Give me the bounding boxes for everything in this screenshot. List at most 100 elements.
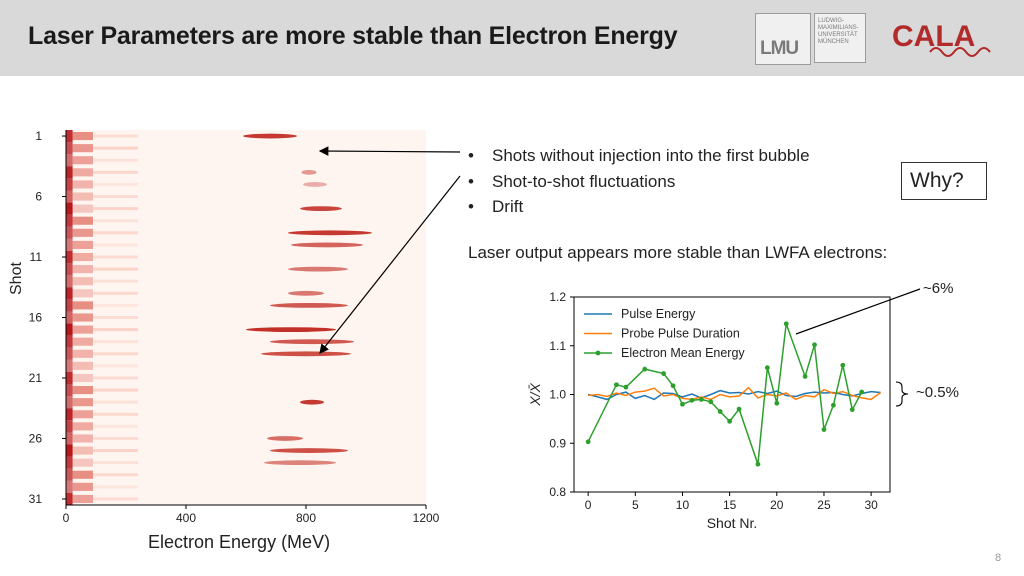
low-energy-tail (72, 313, 93, 322)
mid-energy-tail (93, 255, 138, 259)
line-chart-x-tick-label: 15 (723, 498, 737, 512)
series-marker (698, 396, 704, 402)
series-line (587, 323, 863, 465)
series-marker (614, 382, 619, 388)
mid-energy-tail (93, 146, 138, 150)
heatmap-x-label: Electron Energy (MeV) (148, 532, 331, 552)
low-energy-band (66, 154, 73, 167)
low-energy-band (66, 311, 73, 324)
line-chart-x-tick-label: 10 (676, 498, 690, 512)
line-chart-x-tick-label: 5 (632, 498, 639, 512)
line-chart-x-tick-label: 25 (817, 498, 831, 512)
line-chart-y-tick-label: 0.8 (549, 485, 566, 499)
low-energy-band (66, 408, 73, 421)
low-energy-tail (72, 265, 93, 274)
mid-energy-tail (93, 279, 138, 283)
heatmap-y-tick-label: 11 (30, 250, 43, 264)
page-number: 8 (995, 552, 1002, 564)
series-marker (661, 371, 667, 376)
line-chart-legend: Pulse Energy Probe Pulse Duration Electron… (584, 307, 745, 360)
low-energy-band (66, 456, 73, 469)
mid-energy-tail (93, 328, 138, 332)
low-energy-band (66, 347, 73, 360)
mid-energy-tail (93, 170, 138, 174)
low-energy-tail (72, 410, 93, 419)
low-energy-band (66, 359, 73, 372)
mid-energy-tail (93, 231, 138, 235)
electron-peak (270, 448, 348, 453)
heatmap-body (66, 130, 426, 505)
heatmap-y-tick-label: 16 (29, 311, 43, 325)
low-energy-tail (72, 240, 93, 249)
mid-energy-tail (93, 291, 138, 295)
bullet-item: Shot-to-shot fluctuations (466, 169, 810, 195)
series-marker (840, 362, 846, 368)
low-energy-band (66, 190, 73, 203)
bullet-item: Shots without injection into the first b… (466, 143, 810, 169)
low-energy-tail (72, 156, 93, 165)
series-marker (802, 374, 808, 379)
heatmap-y-tick-label: 6 (35, 190, 42, 204)
mid-energy-tail (93, 267, 138, 271)
mid-energy-tail (93, 134, 138, 138)
low-energy-band (66, 202, 73, 215)
heatmap-x-tick-label: 1200 (413, 511, 440, 525)
mid-energy-tail (93, 182, 138, 186)
low-energy-band (66, 214, 73, 227)
legend-label: Probe Pulse Duration (621, 327, 740, 341)
low-energy-tail (72, 289, 93, 298)
univ-line: MÜNCHEN (818, 39, 849, 45)
electron-peak (270, 339, 354, 345)
bullet-item: Drift (466, 194, 810, 220)
low-energy-tail (72, 144, 93, 153)
series-marker (831, 402, 836, 408)
series-marker (774, 400, 780, 406)
heatmap-x-tick-label: 800 (296, 511, 316, 525)
electron-peak (288, 266, 348, 272)
low-energy-tail (72, 301, 93, 310)
series-marker (859, 389, 865, 395)
heatmap-y-tick-label: 1 (35, 129, 42, 143)
low-energy-tail (72, 325, 93, 334)
line-chart-y-tick-label: 0.9 (549, 436, 566, 450)
mid-energy-tail (93, 303, 138, 307)
low-energy-tail (72, 277, 93, 286)
mid-energy-tail (93, 207, 138, 211)
low-energy-tail (72, 216, 93, 225)
mid-energy-tail (93, 388, 138, 392)
electron-fluctuation-annotation: ~6% (923, 280, 954, 297)
mid-energy-tail (93, 436, 138, 440)
low-energy-tail (72, 458, 93, 467)
lmu-logo-text: LMU (760, 38, 799, 59)
series-line (588, 386, 882, 401)
series-marker (585, 439, 591, 445)
low-energy-band (66, 371, 73, 385)
laser-stability-text: Laser output appears more stable than LW… (468, 243, 888, 262)
line-chart-y-tick-label: 1.2 (549, 290, 566, 304)
heatmap-x-tick-label: 0 (63, 511, 70, 525)
electron-peak (261, 351, 351, 357)
low-energy-band (66, 492, 73, 505)
line-chart-series (585, 321, 882, 467)
mid-energy-tail (93, 424, 138, 428)
low-energy-band (66, 142, 73, 155)
mid-energy-tail (93, 449, 138, 453)
line-chart-x-label: Shot Nr. (707, 515, 758, 531)
mid-energy-tail (93, 412, 138, 416)
low-energy-band (66, 250, 73, 264)
series-marker (708, 399, 714, 405)
mid-energy-tail (93, 497, 138, 501)
low-energy-band (66, 432, 73, 445)
low-energy-tail (72, 482, 93, 491)
header-bar: Laser Parameters are more stable than El… (0, 0, 1024, 76)
series-marker (680, 401, 685, 407)
low-energy-tail (72, 494, 93, 503)
mid-energy-tail (93, 461, 138, 465)
low-energy-band (66, 238, 73, 251)
low-energy-tail (72, 349, 93, 358)
univ-line: LUDWIG- (818, 18, 844, 24)
low-energy-band (66, 178, 73, 191)
series-marker (849, 407, 855, 413)
laser-fluctuation-annotation: ~0.5% (916, 384, 959, 401)
mid-energy-tail (93, 316, 138, 319)
